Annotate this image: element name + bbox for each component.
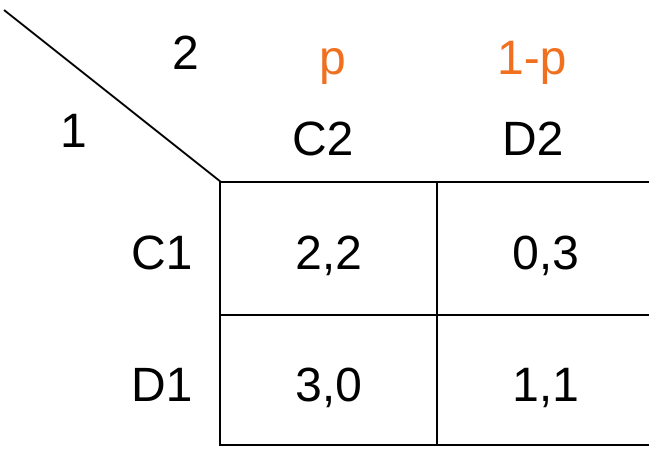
column-prob-right: 1-p [497, 32, 567, 85]
row-player-label: 1 [60, 105, 87, 158]
payoff-cell-d1-d2: 1,1 [512, 359, 579, 412]
column-strategy-c2: C2 [292, 113, 354, 166]
matrix-row-divider [221, 314, 649, 316]
payoff-cell-c1-d2: 0,3 [512, 227, 579, 280]
matrix-column-divider [436, 183, 438, 444]
row-strategy-c1: C1 [131, 227, 193, 280]
payoff-matrix: 2,2 0,3 3,0 1,1 [219, 181, 649, 446]
payoff-cell-d1-c2: 3,0 [295, 359, 362, 412]
payoff-cell-c1-c2: 2,2 [295, 227, 362, 280]
column-player-label: 2 [172, 27, 199, 80]
row-strategy-d1: D1 [131, 359, 193, 412]
column-prob-left: p [319, 32, 346, 85]
column-strategy-d2: D2 [502, 113, 564, 166]
